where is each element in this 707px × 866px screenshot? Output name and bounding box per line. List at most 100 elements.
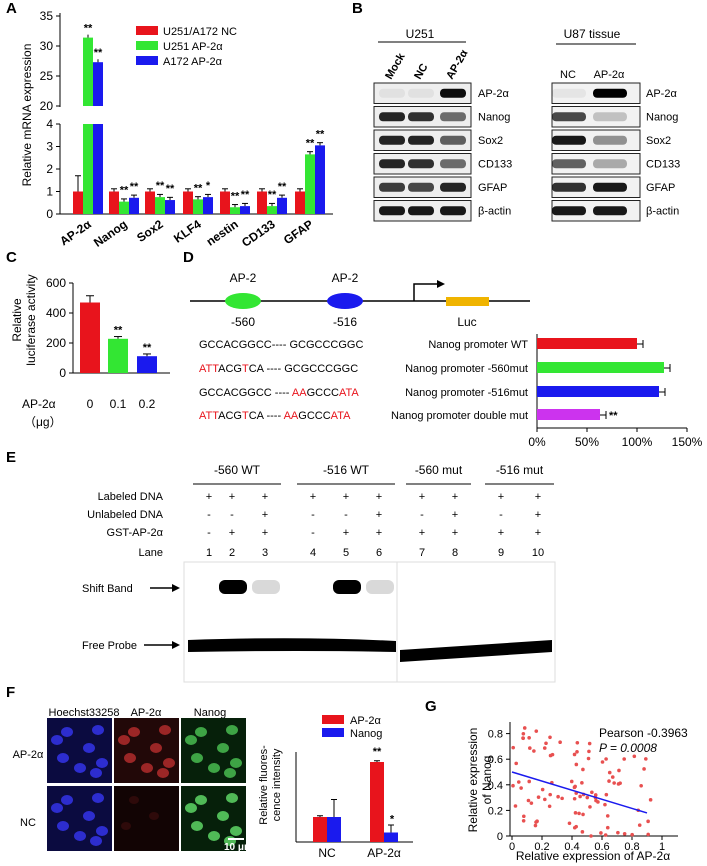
scatter-point <box>580 830 585 834</box>
u251-band <box>408 206 434 216</box>
emsa-cell: + <box>452 527 458 539</box>
scatter-point <box>604 757 608 761</box>
scatter-point <box>578 794 582 799</box>
u251-band <box>379 112 405 122</box>
u251-band <box>440 206 466 216</box>
sequence-segment: CA <box>249 410 265 422</box>
cell-nucleus <box>217 743 229 753</box>
emsa-group-label: -516 mut <box>496 463 544 477</box>
panel-a-sig-label: ** <box>156 180 165 192</box>
scatter-point <box>603 802 607 807</box>
emsa-cell: 9 <box>498 547 504 559</box>
scatter-point <box>587 749 591 754</box>
panel-a-category-label: GFAP <box>281 217 316 247</box>
scatter-point <box>511 745 516 750</box>
cell-nucleus <box>159 725 171 735</box>
scatter-point <box>644 757 648 761</box>
u251-band <box>379 206 405 216</box>
u251-protein-label: AP-2α <box>478 88 509 100</box>
emsa-group-label: -560 WT <box>214 463 261 477</box>
emsa-cell: + <box>262 491 268 503</box>
image-column-label: Nanog <box>194 707 226 719</box>
emsa-cell: 1 <box>206 547 212 559</box>
cell-nucleus <box>128 727 140 737</box>
cell-nucleus <box>208 763 220 773</box>
scatter-point <box>521 818 526 823</box>
u87-band <box>552 135 586 145</box>
scatter-point <box>646 832 650 837</box>
panel-g-scatter: Relative expression of Nanog Relative ex… <box>466 722 688 863</box>
cell-nucleus <box>96 826 108 836</box>
scatter-point <box>604 792 609 797</box>
scatter-point <box>646 819 650 824</box>
sequence-segment: ATA <box>339 387 359 399</box>
emsa-cell: + <box>535 509 541 521</box>
emsa-cell: - <box>311 509 315 521</box>
emsa-cell: + <box>376 527 382 539</box>
u87-band <box>593 112 627 122</box>
panel-c-tick-label: 200 <box>46 336 66 350</box>
scatter-point <box>536 795 541 799</box>
panel-a-bar <box>295 191 305 214</box>
panel-g-y-tick-label: 0.2 <box>488 805 503 817</box>
panel-a-sig-label: ** <box>278 181 287 193</box>
emsa-cell: 7 <box>419 547 425 559</box>
scatter-point <box>600 760 605 764</box>
panel-label-g: G <box>425 698 437 715</box>
u251-protein-label: Nanog <box>478 112 510 124</box>
sequence-segment: ---- <box>263 410 283 422</box>
sequence-segment: GCCC <box>307 387 339 399</box>
panel-a-bar <box>257 191 267 214</box>
panel-label-e: E <box>6 449 16 466</box>
emsa-cell: + <box>376 509 382 521</box>
sequence-segment: GCCACGGCC <box>199 387 272 399</box>
image-row-label: NC <box>20 817 36 829</box>
u251-band <box>408 88 434 98</box>
panel-a-bar <box>183 191 193 214</box>
cell-nucleus <box>195 727 207 737</box>
scatter-point <box>596 800 600 804</box>
promoter-construct-label: Nanog promoter -516mut <box>405 387 528 399</box>
sequence-segment: ---- <box>272 387 292 399</box>
emsa-cell: + <box>498 491 504 503</box>
cell-nucleus <box>230 758 242 768</box>
shift-band <box>252 580 280 594</box>
scatter-point <box>607 779 611 783</box>
tss-arrow-head <box>437 280 445 288</box>
scatter-point <box>521 736 525 740</box>
panel-a-sig-label: ** <box>316 128 325 140</box>
panel-d-tick-label: 0% <box>528 435 546 449</box>
scatter-point <box>586 756 591 761</box>
scatter-point <box>581 812 585 817</box>
u87-band <box>593 182 627 192</box>
image-row-label: AP-2α <box>13 749 44 761</box>
emsa-cell: + <box>262 509 268 521</box>
panel-a-sig-label: ** <box>231 190 240 202</box>
panel-a-legend-swatch <box>136 41 158 50</box>
u87-band <box>552 206 586 216</box>
free-probe-label: Free Probe <box>82 640 137 652</box>
cell-nucleus <box>90 836 102 846</box>
panel-a-legend-swatch <box>136 26 158 35</box>
emsa-cell: + <box>376 491 382 503</box>
cell-nucleus <box>61 795 73 805</box>
emsa-gel-left <box>183 561 398 683</box>
panel-a-sig-label: ** <box>166 183 175 195</box>
scatter-point <box>534 729 539 733</box>
scatter-point <box>612 781 616 785</box>
panel-f-ylabel-1: Relative fluores- <box>258 745 270 825</box>
scatter-point <box>607 770 612 775</box>
panel-g-xlabel: Relative expression of AP-2α <box>516 849 670 863</box>
panel-a-category-label: Sox2 <box>134 217 166 245</box>
scatter-point <box>617 768 621 773</box>
panel-a-bar <box>165 200 175 214</box>
u87-protein-label: β-actin <box>646 206 679 218</box>
scatter-point <box>567 821 572 826</box>
sequence-segment: ACG <box>218 363 242 375</box>
sequence-row: ATTACGTCA ---- AAGCCCATA <box>199 410 351 422</box>
panel-a-bar <box>73 191 83 214</box>
scatter-point <box>558 740 562 744</box>
u87-title: U87 tissue <box>564 27 621 41</box>
scatter-point <box>543 797 547 802</box>
cell-nucleus <box>208 831 220 841</box>
